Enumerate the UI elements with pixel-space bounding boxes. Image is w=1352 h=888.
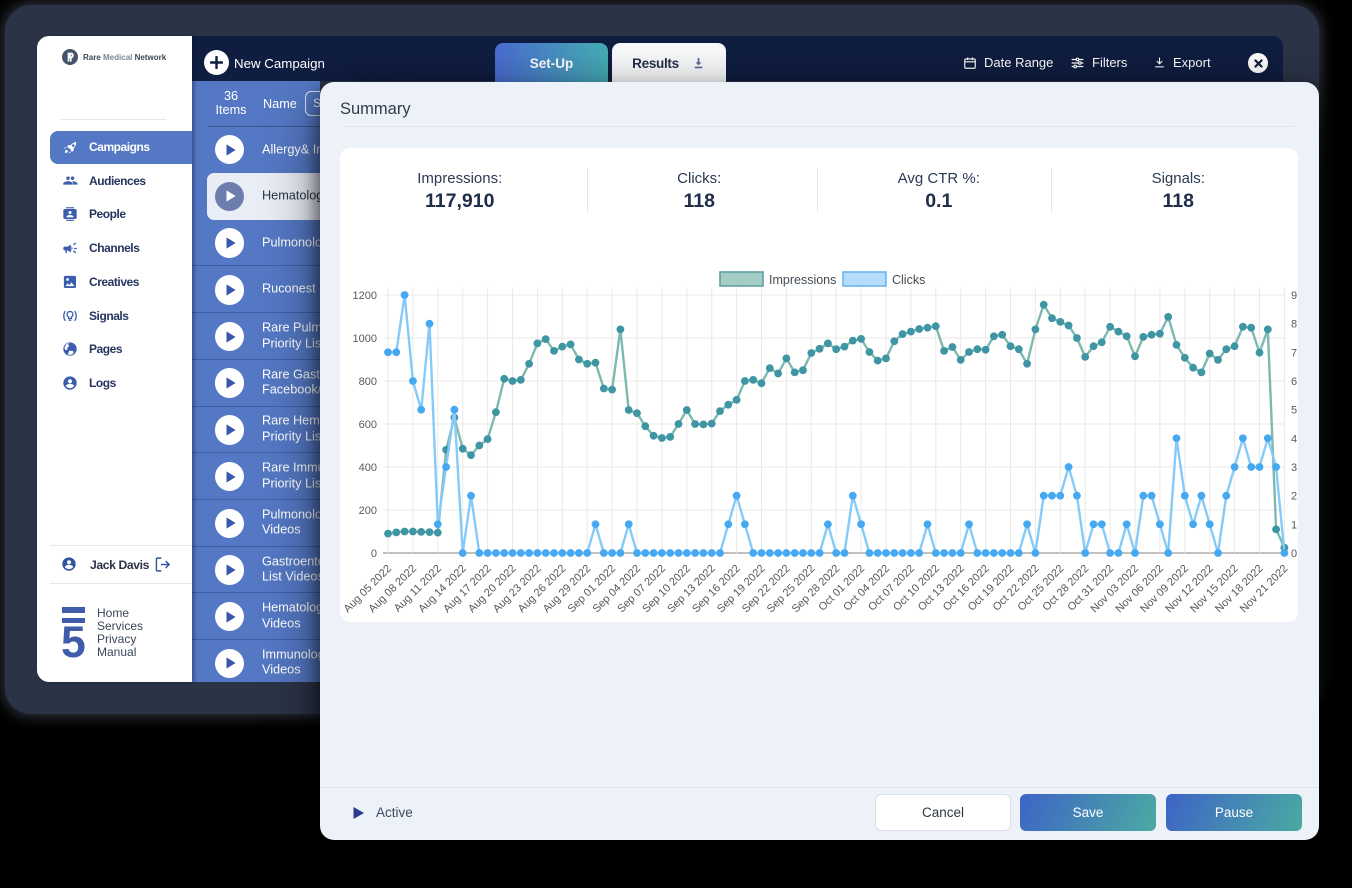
svg-text:2: 2 xyxy=(1291,491,1297,503)
svg-text:400: 400 xyxy=(359,462,377,474)
svg-text:1: 1 xyxy=(1291,519,1297,531)
svg-text:3: 3 xyxy=(1291,462,1297,474)
svg-text:0: 0 xyxy=(371,548,377,560)
svg-text:8: 8 xyxy=(1291,319,1297,331)
svg-text:1000: 1000 xyxy=(353,333,377,345)
svg-text:0: 0 xyxy=(1291,548,1297,560)
svg-text:9: 9 xyxy=(1291,290,1297,302)
svg-text:200: 200 xyxy=(359,505,377,517)
svg-text:4: 4 xyxy=(1291,433,1297,445)
svg-text:800: 800 xyxy=(359,376,377,388)
svg-text:Clicks: Clicks xyxy=(892,273,925,287)
svg-text:6: 6 xyxy=(1291,376,1297,388)
svg-text:Impressions: Impressions xyxy=(769,273,836,287)
svg-text:600: 600 xyxy=(359,419,377,431)
svg-text:7: 7 xyxy=(1291,347,1297,359)
svg-text:5: 5 xyxy=(1291,405,1297,417)
svg-text:1200: 1200 xyxy=(353,290,377,302)
